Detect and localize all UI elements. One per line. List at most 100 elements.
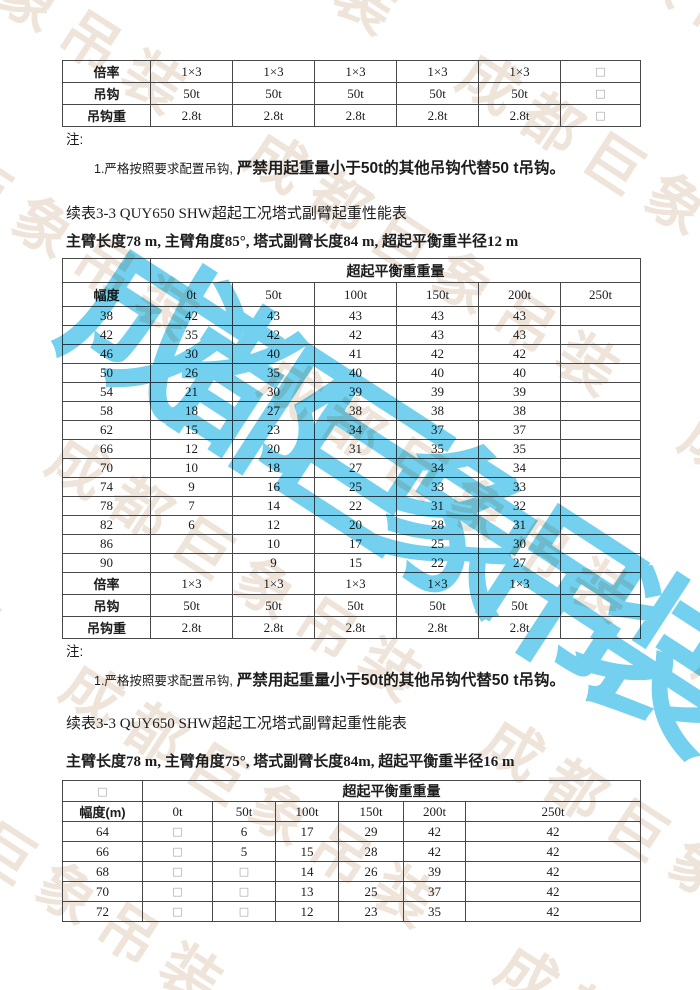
table-header-row: 幅度 0t 50t 100t 150t 200t 250t [62, 282, 641, 307]
column-header: 幅度(m) [62, 801, 143, 822]
table-cell: 39 [314, 382, 397, 402]
column-header: 50t [232, 282, 315, 307]
note-item: 1.严格按照要求配置吊钩, 严禁用起重量小于50t的其他吊钩代替50 t吊钩。 [94, 668, 565, 690]
performance-table-75deg: □ 超起平衡重重量 幅度(m) 0t 50t 100t 150t 200t 25… [62, 780, 641, 922]
table-cell: 50t [150, 594, 233, 617]
table-cell: 25 [314, 477, 397, 497]
table-cell: 37 [478, 420, 561, 440]
corner-cell: □ [62, 780, 143, 802]
table-cell: 39 [396, 382, 479, 402]
table-cell: 1×3 [232, 60, 315, 83]
span-header-cell: 超起平衡重重量 [142, 780, 641, 802]
note-item-prefix: 1.严格按照要求配置吊钩, [94, 674, 233, 688]
table-cell: 13 [275, 881, 339, 902]
table-cell: 66 [62, 841, 143, 862]
column-header: 150t [396, 282, 479, 307]
hook-spec-table: 倍率 1×3 1×3 1×3 1×3 1×3 □ 吊钩 50t 50t 50t 50t 50t □ 吊钩重 2… [62, 60, 641, 127]
table-cell: 27 [232, 401, 315, 421]
table-cell [560, 344, 641, 364]
table-cell: 40 [396, 363, 479, 383]
table-cell: 35 [478, 439, 561, 459]
table-cell: 23 [232, 420, 315, 440]
table-cell: 31 [478, 515, 561, 535]
table-cell: 27 [478, 553, 561, 573]
table-cell: 1×3 [478, 60, 561, 83]
table-cell: 42 [150, 306, 233, 326]
table-row: 62 15 23 34 37 37 [62, 420, 641, 440]
table-cell: 14 [232, 496, 315, 516]
table-cell: 38 [478, 401, 561, 421]
table-header-row: 幅度(m) 0t 50t 100t 150t 200t 250t [62, 801, 641, 822]
table-cell: 2.8t [314, 616, 397, 639]
table-row: 70 □ □ 13 25 37 42 [62, 881, 641, 902]
table-row: 46 30 40 41 42 42 [62, 344, 641, 364]
table-cell: 86 [62, 534, 151, 554]
table-cell: 20 [232, 439, 315, 459]
table-cell: 39 [478, 382, 561, 402]
table-cell: 28 [396, 515, 479, 535]
table-cell: 9 [150, 477, 233, 497]
table-cell: 10 [232, 534, 315, 554]
table-cell [560, 496, 641, 516]
table-cell: 22 [314, 496, 397, 516]
table-cell [560, 594, 641, 617]
table-cell: 50t [314, 594, 397, 617]
table-cell: 40 [232, 344, 315, 364]
table-cell: □ [212, 861, 276, 882]
table-cell: 25 [338, 881, 404, 902]
column-header: 0t [150, 282, 233, 307]
table-cell: 50t [314, 82, 397, 105]
table-cell: 18 [232, 458, 315, 478]
table-cell: □ [212, 901, 276, 922]
table-cell [560, 420, 641, 440]
table-cell: 90 [62, 553, 151, 573]
table-row: 64 □ 6 17 29 42 42 [62, 821, 641, 842]
section-subtitle-1: 主臂长度78 m, 主臂角度85°, 塔式副臂长度84 m, 超起平衡重半径12… [66, 234, 519, 250]
section-title-2: 续表3-3 QUY650 SHW超起工况塔式副臂起重性能表 [66, 716, 407, 732]
table-cell: 31 [396, 496, 479, 516]
table-cell: 72 [62, 901, 143, 922]
table-cell: 50t [150, 82, 233, 105]
table-cell: 吊钩重 [62, 104, 151, 127]
table-cell: 41 [314, 344, 397, 364]
table-cell: 倍率 [62, 572, 151, 595]
table-cell: 6 [212, 821, 276, 842]
table-cell: 40 [478, 363, 561, 383]
table-cell: 1×3 [396, 60, 479, 83]
table-cell: 40 [314, 363, 397, 383]
table-cell: 21 [150, 382, 233, 402]
table-cell: 43 [396, 325, 479, 345]
table-cell: 12 [232, 515, 315, 535]
table-row: 82 6 12 20 28 31 [62, 515, 641, 535]
table-cell [150, 534, 233, 554]
table-cell: 50t [396, 82, 479, 105]
table-cell: 2.8t [396, 616, 479, 639]
table-cell: 1×3 [396, 572, 479, 595]
table-cell [560, 439, 641, 459]
table-cell: 50 [62, 363, 151, 383]
column-header: 200t [478, 282, 561, 307]
table-row: 吊钩重 2.8t 2.8t 2.8t 2.8t 2.8t [62, 616, 641, 639]
table-cell: 22 [396, 553, 479, 573]
column-header: 250t [465, 801, 641, 822]
column-header: 250t [560, 282, 641, 307]
table-cell: 74 [62, 477, 151, 497]
table-cell: □ [142, 821, 213, 842]
table-row: 54 21 30 39 39 39 [62, 382, 641, 402]
table-cell: 34 [314, 420, 397, 440]
table-cell: 46 [62, 344, 151, 364]
table-cell: 37 [396, 420, 479, 440]
table-row: 50 26 35 40 40 40 [62, 363, 641, 383]
table-cell: 16 [232, 477, 315, 497]
table-cell: □ [142, 901, 213, 922]
note-item-main: 严禁用起重量小于50t的其他吊钩代替50 t吊钩。 [236, 672, 566, 689]
table-cell: 2.8t [478, 616, 561, 639]
table-cell: 42 [396, 344, 479, 364]
table-cell [560, 458, 641, 478]
table-cell: 43 [396, 306, 479, 326]
table-cell: 12 [150, 439, 233, 459]
note-item: 1.严格按照要求配置吊钩, 严禁用起重量小于50t的其他吊钩代替50 t吊钩。 [94, 156, 565, 178]
table-cell: 10 [150, 458, 233, 478]
table-cell: 54 [62, 382, 151, 402]
